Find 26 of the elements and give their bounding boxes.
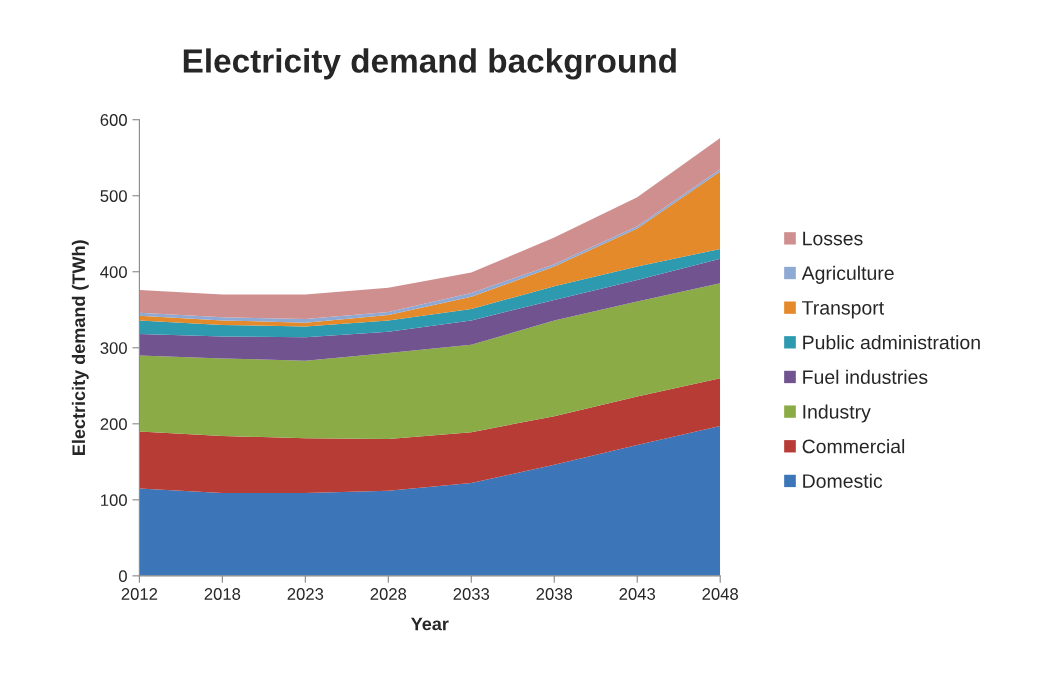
legend-label: Losses: [803, 231, 863, 246]
y-tick-label: 600: [100, 114, 127, 126]
y-tick-label: 100: [101, 494, 127, 507]
legend-label: Fuel industries: [803, 369, 928, 385]
y-tick-label: 0: [118, 570, 127, 583]
y-tick-label: 300: [100, 342, 127, 354]
x-tick-label: 2048: [702, 588, 739, 600]
x-axis-title: Year: [411, 617, 449, 631]
x-tick-label: 2023: [287, 588, 324, 600]
x-tick-label: 2043: [619, 588, 656, 600]
legend-label: Commercial: [802, 439, 905, 454]
legend-label: Transport: [802, 301, 884, 319]
x-tick-label: 2033: [453, 588, 490, 600]
y-axis-title: Electricity demand (TWh): [71, 240, 89, 455]
y-tick-label: 400: [100, 266, 127, 278]
y-tick-label: 200: [100, 418, 127, 431]
x-tick-label: 2028: [370, 588, 407, 600]
legend-label: Domestic: [803, 473, 883, 488]
x-tick-label: 2018: [204, 588, 241, 600]
x-tick-label: 2038: [536, 588, 573, 600]
legend-label: Industry: [803, 404, 871, 423]
chart-title: Electricity demand background: [183, 48, 676, 80]
legend-label: Public administration: [803, 335, 980, 350]
y-tick-label: 500: [100, 190, 127, 202]
legend-label: Agriculture: [801, 265, 894, 284]
x-tick-label: 2012: [121, 588, 158, 600]
